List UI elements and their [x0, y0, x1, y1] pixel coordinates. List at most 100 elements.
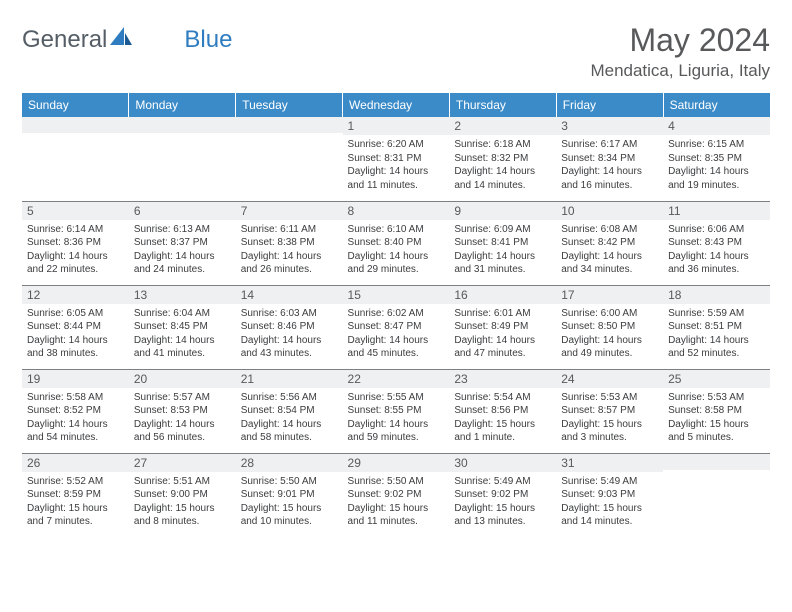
sunset-line: Sunset: 9:00 PM	[134, 488, 231, 502]
sunset-line: Sunset: 8:40 PM	[348, 236, 445, 250]
day-content: Sunrise: 5:53 AMSunset: 8:57 PMDaylight:…	[556, 388, 663, 448]
daylight-line: and 8 minutes.	[134, 515, 231, 529]
day-content: Sunrise: 6:10 AMSunset: 8:40 PMDaylight:…	[343, 220, 450, 280]
sunrise-line: Sunrise: 5:50 AM	[348, 475, 445, 489]
day-cell: 2Sunrise: 6:18 AMSunset: 8:32 PMDaylight…	[449, 117, 556, 201]
day-content	[22, 133, 129, 185]
day-cell: 11Sunrise: 6:06 AMSunset: 8:43 PMDayligh…	[663, 201, 770, 285]
daylight-line: and 38 minutes.	[27, 347, 124, 361]
title-block: May 2024 Mendatica, Liguria, Italy	[590, 22, 770, 81]
day-number	[22, 117, 129, 133]
daylight-line: and 49 minutes.	[561, 347, 658, 361]
sunrise-line: Sunrise: 6:14 AM	[27, 223, 124, 237]
day-content: Sunrise: 6:13 AMSunset: 8:37 PMDaylight:…	[129, 220, 236, 280]
day-content: Sunrise: 5:57 AMSunset: 8:53 PMDaylight:…	[129, 388, 236, 448]
sunset-line: Sunset: 8:34 PM	[561, 152, 658, 166]
daylight-line: and 26 minutes.	[241, 263, 338, 277]
day-header-sun: Sunday	[22, 93, 129, 117]
sunrise-line: Sunrise: 5:59 AM	[668, 307, 765, 321]
daylight-line: Daylight: 14 hours	[241, 250, 338, 264]
day-cell: 29Sunrise: 5:50 AMSunset: 9:02 PMDayligh…	[343, 453, 450, 537]
day-number	[236, 117, 343, 133]
day-number: 7	[236, 202, 343, 220]
day-content: Sunrise: 5:50 AMSunset: 9:02 PMDaylight:…	[343, 472, 450, 532]
day-content: Sunrise: 5:52 AMSunset: 8:59 PMDaylight:…	[22, 472, 129, 532]
sunrise-line: Sunrise: 5:51 AM	[134, 475, 231, 489]
daylight-line: and 34 minutes.	[561, 263, 658, 277]
daylight-line: Daylight: 14 hours	[27, 418, 124, 432]
day-number: 26	[22, 454, 129, 472]
daylight-line: Daylight: 14 hours	[348, 334, 445, 348]
day-cell: 4Sunrise: 6:15 AMSunset: 8:35 PMDaylight…	[663, 117, 770, 201]
day-content: Sunrise: 5:54 AMSunset: 8:56 PMDaylight:…	[449, 388, 556, 448]
week-row: 26Sunrise: 5:52 AMSunset: 8:59 PMDayligh…	[22, 453, 770, 537]
day-number: 12	[22, 286, 129, 304]
day-cell: 12Sunrise: 6:05 AMSunset: 8:44 PMDayligh…	[22, 285, 129, 369]
day-cell: 18Sunrise: 5:59 AMSunset: 8:51 PMDayligh…	[663, 285, 770, 369]
sunset-line: Sunset: 9:02 PM	[348, 488, 445, 502]
month-title: May 2024	[590, 22, 770, 59]
brand-name-main: General	[22, 26, 107, 54]
sunset-line: Sunset: 8:49 PM	[454, 320, 551, 334]
day-number: 25	[663, 370, 770, 388]
sunrise-line: Sunrise: 5:50 AM	[241, 475, 338, 489]
day-number: 13	[129, 286, 236, 304]
day-header-fri: Friday	[556, 93, 663, 117]
daylight-line: Daylight: 14 hours	[454, 334, 551, 348]
day-number: 28	[236, 454, 343, 472]
daylight-line: Daylight: 14 hours	[27, 250, 124, 264]
day-content: Sunrise: 6:05 AMSunset: 8:44 PMDaylight:…	[22, 304, 129, 364]
daylight-line: Daylight: 14 hours	[668, 165, 765, 179]
sunset-line: Sunset: 8:58 PM	[668, 404, 765, 418]
daylight-line: Daylight: 14 hours	[668, 334, 765, 348]
daylight-line: and 7 minutes.	[27, 515, 124, 529]
sunrise-line: Sunrise: 6:15 AM	[668, 138, 765, 152]
sunset-line: Sunset: 8:41 PM	[454, 236, 551, 250]
day-content: Sunrise: 5:55 AMSunset: 8:55 PMDaylight:…	[343, 388, 450, 448]
sunset-line: Sunset: 8:51 PM	[668, 320, 765, 334]
day-number: 1	[343, 117, 450, 135]
daylight-line: Daylight: 14 hours	[27, 334, 124, 348]
day-content: Sunrise: 6:11 AMSunset: 8:38 PMDaylight:…	[236, 220, 343, 280]
brand-logo: General Blue	[22, 22, 232, 54]
day-cell: 22Sunrise: 5:55 AMSunset: 8:55 PMDayligh…	[343, 369, 450, 453]
sunset-line: Sunset: 8:38 PM	[241, 236, 338, 250]
daylight-line: Daylight: 15 hours	[241, 502, 338, 516]
day-number: 24	[556, 370, 663, 388]
day-number: 23	[449, 370, 556, 388]
day-number: 30	[449, 454, 556, 472]
daylight-line: Daylight: 14 hours	[561, 334, 658, 348]
daylight-line: and 11 minutes.	[348, 179, 445, 193]
day-cell: 23Sunrise: 5:54 AMSunset: 8:56 PMDayligh…	[449, 369, 556, 453]
daylight-line: and 19 minutes.	[668, 179, 765, 193]
day-cell: 6Sunrise: 6:13 AMSunset: 8:37 PMDaylight…	[129, 201, 236, 285]
day-cell	[129, 117, 236, 201]
daylight-line: Daylight: 14 hours	[454, 250, 551, 264]
day-content: Sunrise: 6:01 AMSunset: 8:49 PMDaylight:…	[449, 304, 556, 364]
day-header-sat: Saturday	[663, 93, 770, 117]
sunset-line: Sunset: 8:35 PM	[668, 152, 765, 166]
day-content: Sunrise: 5:49 AMSunset: 9:03 PMDaylight:…	[556, 472, 663, 532]
day-number: 16	[449, 286, 556, 304]
location: Mendatica, Liguria, Italy	[590, 61, 770, 81]
daylight-line: and 14 minutes.	[561, 515, 658, 529]
day-cell: 31Sunrise: 5:49 AMSunset: 9:03 PMDayligh…	[556, 453, 663, 537]
sunrise-line: Sunrise: 6:09 AM	[454, 223, 551, 237]
day-number: 15	[343, 286, 450, 304]
header: General Blue May 2024 Mendatica, Liguria…	[22, 22, 770, 81]
day-cell: 9Sunrise: 6:09 AMSunset: 8:41 PMDaylight…	[449, 201, 556, 285]
sunset-line: Sunset: 8:37 PM	[134, 236, 231, 250]
daylight-line: and 45 minutes.	[348, 347, 445, 361]
sunset-line: Sunset: 8:59 PM	[27, 488, 124, 502]
day-header-row: Sunday Monday Tuesday Wednesday Thursday…	[22, 93, 770, 117]
daylight-line: Daylight: 14 hours	[241, 418, 338, 432]
day-cell: 21Sunrise: 5:56 AMSunset: 8:54 PMDayligh…	[236, 369, 343, 453]
sunrise-line: Sunrise: 6:20 AM	[348, 138, 445, 152]
day-content: Sunrise: 6:08 AMSunset: 8:42 PMDaylight:…	[556, 220, 663, 280]
day-number: 2	[449, 117, 556, 135]
day-content: Sunrise: 6:03 AMSunset: 8:46 PMDaylight:…	[236, 304, 343, 364]
daylight-line: Daylight: 14 hours	[348, 165, 445, 179]
day-header-wed: Wednesday	[343, 93, 450, 117]
sail-icon	[110, 27, 132, 52]
sunset-line: Sunset: 8:52 PM	[27, 404, 124, 418]
